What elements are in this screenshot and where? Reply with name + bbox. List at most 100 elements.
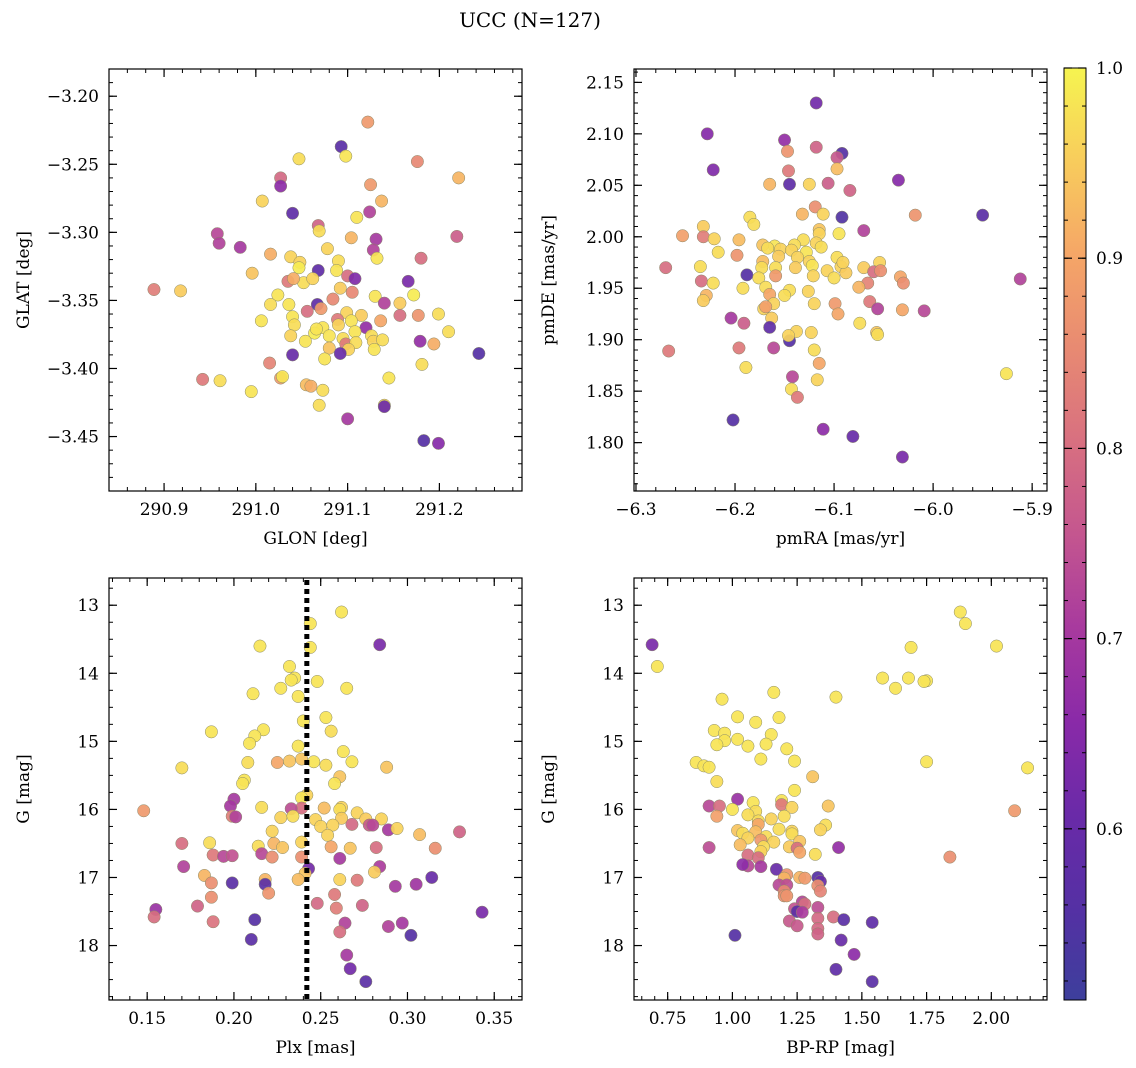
scatter-point xyxy=(763,177,777,191)
scatter-point xyxy=(363,205,377,219)
scatter-point xyxy=(244,385,258,399)
y-tick-label: 14 xyxy=(602,664,624,684)
scatter-point xyxy=(319,711,333,724)
scatter-point xyxy=(284,673,298,687)
scatter-point xyxy=(706,163,720,177)
scatter-point xyxy=(740,268,754,282)
scatter-point xyxy=(298,334,312,348)
scatter-point xyxy=(291,739,305,753)
y-tick-label: 18 xyxy=(77,937,99,957)
scatter-point xyxy=(865,975,879,989)
y-tick-label: 2.10 xyxy=(586,125,624,145)
scatter-point xyxy=(801,284,815,298)
scatter-point xyxy=(286,206,300,220)
y-tick-label: 15 xyxy=(602,732,624,752)
scatter-point xyxy=(865,915,879,929)
scatter-point xyxy=(857,224,871,238)
scatter-point xyxy=(274,681,288,695)
scatter-point xyxy=(287,272,300,286)
scatter-point xyxy=(821,176,835,190)
scatter-point xyxy=(749,715,763,729)
scatter-point xyxy=(871,302,885,316)
y-axis-label: pmDE [mas/yr] xyxy=(539,215,559,345)
scatter-point xyxy=(324,840,338,854)
scatter-point xyxy=(700,127,714,141)
scatter-point xyxy=(836,256,850,269)
x-tick-label: −6.2 xyxy=(714,500,755,520)
axes-frame xyxy=(108,68,523,492)
x-axis-label: BP-RP [mag] xyxy=(786,1038,895,1058)
scatter-point xyxy=(309,322,323,336)
scatter-point xyxy=(715,692,729,706)
scatter-point xyxy=(731,792,745,806)
scatter-point xyxy=(733,838,747,852)
y-axis-label: G [mag] xyxy=(539,754,559,823)
scatter-point xyxy=(761,241,775,255)
scatter-point xyxy=(374,314,388,328)
scatter-point xyxy=(874,264,888,278)
x-tick-label: 2.00 xyxy=(972,1009,1010,1029)
scatter-point xyxy=(354,308,368,322)
scatter-point xyxy=(645,638,659,652)
scatter-point xyxy=(335,811,348,825)
scatter-point xyxy=(769,862,783,876)
colorbar-tick-label: 0.9 xyxy=(1096,249,1123,269)
colorbar: 0.6 0.7 0.8 0.9 1.0 xyxy=(1063,59,1123,1001)
scatter-point xyxy=(650,660,664,673)
scatter-point xyxy=(322,329,336,343)
scatter-point xyxy=(331,318,345,332)
scatter-point xyxy=(382,371,396,385)
scatter-point xyxy=(341,412,355,426)
scatter-point xyxy=(248,913,262,927)
scatter-point xyxy=(265,850,279,864)
y-tick-label: 2.05 xyxy=(586,176,624,196)
ticks: 290.9 291.0 291.1 291.2 −3.20 −3.25 −3.30 −3.35… xyxy=(47,69,522,520)
scatter-point xyxy=(737,316,751,330)
scatter-point xyxy=(710,775,724,788)
scatter-point xyxy=(246,687,260,701)
x-tick-label: 1.25 xyxy=(778,1009,816,1029)
scatter-point xyxy=(696,230,710,244)
scatter-point xyxy=(404,928,418,942)
scatter-point xyxy=(330,264,344,277)
scatter-point xyxy=(319,758,333,772)
scatter-point xyxy=(270,756,284,769)
panel-plx: 0.15 0.20 0.25 0.30 0.35 13 14 15 16 17 18 Plx [mas… xyxy=(14,577,523,1058)
scatter-point xyxy=(786,370,799,384)
scatter-point xyxy=(377,296,391,310)
scatter-point xyxy=(427,337,441,351)
y-axis-label: G [mag] xyxy=(14,754,34,823)
scatter-point xyxy=(262,886,276,900)
axes-frame xyxy=(108,577,523,1001)
scatter-point xyxy=(812,356,826,370)
scatter-point xyxy=(254,314,268,328)
x-tick-label: 1.00 xyxy=(713,1009,751,1029)
y-axis-label: GLAT [deg] xyxy=(14,231,34,329)
scatter-point xyxy=(764,812,778,826)
scatter-point xyxy=(321,828,335,842)
ticks: 0.15 0.20 0.25 0.30 0.35 13 14 15 16 17 18 xyxy=(77,578,522,1029)
scatter-point xyxy=(731,710,745,724)
panel-radec: 290.9 291.0 291.1 291.2 −3.20 −3.25 −3.30 −3.35… xyxy=(14,68,523,549)
x-tick-label: 290.9 xyxy=(140,500,189,520)
x-tick-label: 0.35 xyxy=(475,1009,513,1029)
scatter-point xyxy=(788,754,801,768)
scatter-point xyxy=(809,96,823,110)
scatter-point xyxy=(702,760,716,774)
x-axis-label: GLON [deg] xyxy=(263,529,367,549)
y-tick-label: 2.00 xyxy=(586,228,624,248)
scatter-points xyxy=(659,96,1027,464)
scatter-point xyxy=(229,810,243,824)
scatter-point xyxy=(953,605,967,619)
scatter-point xyxy=(368,865,381,879)
scatter-point xyxy=(852,280,866,294)
scatter-point xyxy=(243,736,257,750)
scatter-point xyxy=(707,232,721,246)
scatter-point xyxy=(345,755,359,769)
figure-title: UCC (N=127) xyxy=(459,8,601,32)
scatter-point xyxy=(728,928,742,942)
scatter-point xyxy=(236,777,250,791)
scatter-point xyxy=(373,638,387,652)
scatter-point xyxy=(339,149,353,163)
scatter-point xyxy=(287,318,301,332)
